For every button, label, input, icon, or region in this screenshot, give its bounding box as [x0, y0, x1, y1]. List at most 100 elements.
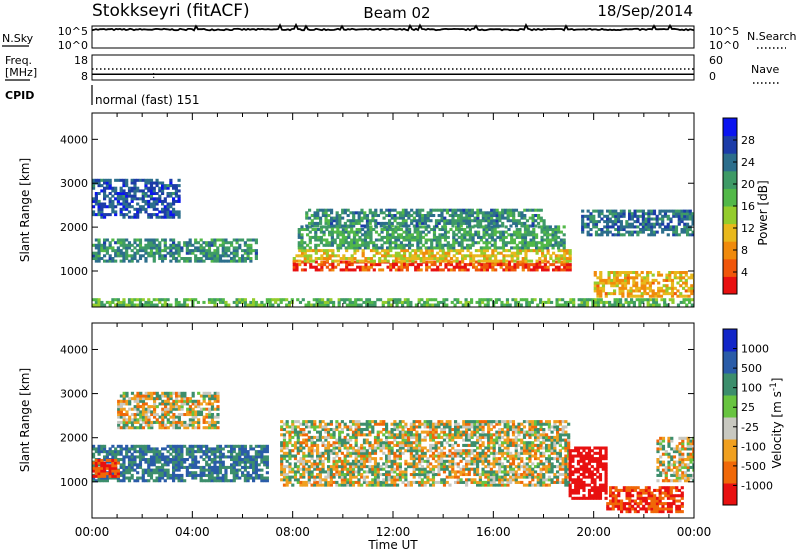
- heatmap-cell: [563, 300, 567, 304]
- heatmap-cell: [199, 257, 203, 261]
- heatmap-cell: [487, 425, 491, 429]
- heatmap-cell: [451, 208, 455, 212]
- heatmap-cell: [387, 446, 391, 450]
- heatmap-cell: [539, 435, 543, 439]
- heatmap-cell: [463, 235, 467, 239]
- heatmap-cell: [235, 298, 239, 302]
- heatmap-cell: [324, 480, 328, 484]
- heatmap-cell: [357, 451, 361, 455]
- heatmap-cell: [111, 259, 115, 263]
- heatmap-cell: [371, 214, 375, 218]
- heatmap-cell: [343, 425, 347, 429]
- heatmap-cell: [506, 449, 510, 453]
- heatmap-cell: [426, 478, 430, 482]
- heatmap-cell: [397, 251, 401, 255]
- heatmap-cell: [308, 246, 312, 250]
- heatmap-cell: [373, 462, 378, 466]
- heatmap-cell: [288, 478, 292, 482]
- heatmap-cell: [431, 465, 436, 469]
- heatmap-cell: [285, 443, 289, 447]
- heatmap-cell: [399, 233, 403, 237]
- heatmap-cell: [390, 470, 394, 474]
- heatmap-cell: [489, 483, 493, 487]
- heatmap-cell: [378, 268, 382, 272]
- heatmap-cell: [371, 449, 375, 453]
- heatmap-cell: [401, 214, 405, 218]
- heatmap-cell: [362, 446, 367, 450]
- heatmap-cell: [412, 480, 416, 484]
- heatmap-cell: [548, 243, 552, 247]
- heatmap-cell: [338, 457, 342, 461]
- heatmap-cell: [429, 208, 433, 212]
- heatmap-cell: [499, 251, 503, 255]
- heatmap-cell: [545, 457, 549, 461]
- heatmap-cell: [545, 420, 549, 424]
- heatmap-cell: [687, 276, 691, 280]
- heatmap-cell: [136, 298, 140, 302]
- heatmap-cell: [445, 420, 449, 424]
- heatmap-cell: [495, 462, 499, 466]
- heatmap-cell: [550, 435, 554, 439]
- heatmap-cell: [509, 454, 513, 458]
- heatmap-cell: [116, 254, 120, 258]
- heatmap-cell: [299, 483, 303, 487]
- heatmap-cell: [94, 300, 98, 304]
- heatmap-cell: [405, 257, 409, 261]
- heatmap-cell: [467, 478, 471, 482]
- heatmap-cell: [500, 480, 505, 484]
- heatmap-cell: [651, 281, 655, 285]
- heatmap-cell: [360, 219, 364, 223]
- heatmap-cell: [177, 249, 181, 253]
- heatmap-cell: [409, 422, 413, 426]
- heatmap-cell: [401, 420, 405, 424]
- heatmap-cell: [627, 303, 631, 307]
- heatmap-cell: [427, 230, 431, 234]
- heatmap-cell: [597, 209, 601, 213]
- heatmap-cell: [373, 438, 378, 442]
- heatmap-cell: [177, 197, 181, 201]
- heatmap-cell: [280, 457, 284, 461]
- heatmap-cell: [461, 257, 465, 261]
- heatmap-cell: [317, 228, 321, 232]
- heatmap-cell: [347, 263, 351, 267]
- heatmap-cell: [362, 451, 367, 455]
- heatmap-cell: [338, 422, 342, 426]
- heatmap-cell: [540, 241, 544, 245]
- heatmap-cell: [640, 292, 644, 296]
- heatmap-cell: [415, 208, 419, 212]
- heatmap-cell: [392, 263, 396, 267]
- heatmap-cell: [394, 225, 398, 229]
- heatmap-cell: [313, 224, 317, 228]
- heatmap-cell: [365, 224, 370, 228]
- heatmap-cell: [522, 298, 526, 302]
- heatmap-cell: [125, 303, 129, 307]
- heatmap-cell: [330, 238, 334, 242]
- heatmap-cell: [641, 225, 645, 229]
- heatmap-cell: [489, 422, 493, 426]
- heatmap-cell: [354, 422, 358, 426]
- heatmap-cell: [425, 251, 429, 255]
- heatmap-cell: [185, 243, 189, 247]
- heatmap-cell: [542, 428, 546, 432]
- heatmap-cell: [163, 186, 167, 190]
- heatmap-cell: [663, 228, 668, 232]
- heatmap-cell: [415, 221, 419, 225]
- heatmap-cell: [332, 467, 336, 471]
- heatmap-cell: [426, 473, 430, 477]
- heatmap-cell: [127, 186, 132, 190]
- heatmap-cell: [586, 217, 590, 221]
- heatmap-cell: [494, 298, 498, 302]
- heatmap-cell: [386, 241, 390, 245]
- heatmap-cell: [639, 214, 643, 218]
- heatmap-cell: [122, 189, 126, 193]
- heatmap-cell: [550, 430, 554, 434]
- heatmap-cell: [547, 425, 551, 429]
- heatmap-cell: [305, 462, 309, 466]
- heatmap-cell: [116, 249, 120, 253]
- heatmap-cell: [230, 243, 234, 247]
- heatmap-cell: [542, 221, 546, 225]
- heatmap-cell: [97, 205, 101, 209]
- heatmap-cell: [636, 217, 640, 221]
- heatmap-cell: [523, 214, 527, 218]
- heatmap-cell: [655, 214, 659, 218]
